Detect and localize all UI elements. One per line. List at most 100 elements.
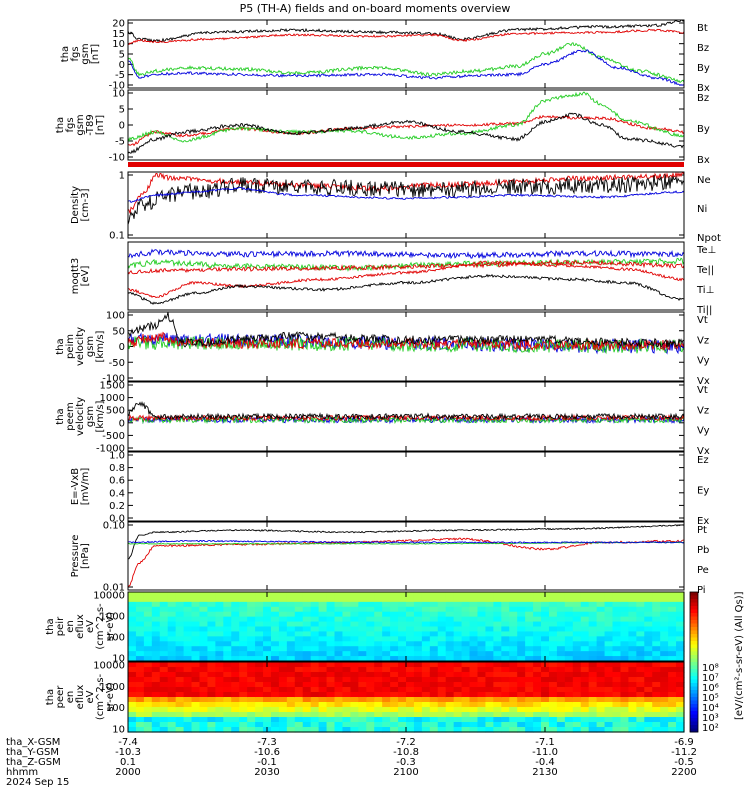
spectrogram-cell bbox=[644, 651, 653, 657]
spectrogram-cell bbox=[128, 621, 137, 628]
y-tick-label: -100 bbox=[102, 374, 125, 385]
spectrogram-cell bbox=[660, 727, 669, 733]
spectrogram-cell bbox=[278, 641, 288, 647]
spectrogram-cell bbox=[485, 697, 494, 703]
spectrogram-cell bbox=[525, 667, 534, 673]
spectrogram-cell bbox=[350, 697, 359, 703]
panel-ylabel: [km/s] bbox=[95, 330, 106, 362]
spectrogram-cell bbox=[525, 621, 534, 628]
spectrogram-cell bbox=[588, 667, 598, 673]
spectrogram-cell bbox=[199, 601, 209, 608]
spectrogram-cell bbox=[286, 646, 296, 652]
spectrogram-cell bbox=[278, 596, 288, 603]
y-tick-label: 5 bbox=[119, 50, 125, 61]
spectrogram-cell bbox=[294, 621, 304, 628]
spectrogram-cell bbox=[398, 672, 407, 678]
spectrogram-cell bbox=[167, 712, 177, 718]
spectrogram-cell bbox=[128, 722, 137, 728]
spectrogram-cell bbox=[636, 697, 645, 703]
spectrogram-cell bbox=[564, 662, 574, 668]
spectrogram-cell bbox=[183, 702, 193, 708]
spectrogram-cell bbox=[596, 672, 606, 678]
spectrogram-cell bbox=[358, 611, 367, 618]
panel-frame bbox=[127, 451, 685, 522]
spectrogram-cell bbox=[469, 651, 479, 657]
spectrogram-cell bbox=[167, 596, 177, 603]
spectrogram-cell bbox=[461, 687, 471, 693]
spectrogram-cell bbox=[628, 692, 637, 698]
spectrogram-cell bbox=[644, 687, 653, 693]
spectrogram-cell bbox=[199, 717, 209, 723]
spectrogram-cell bbox=[151, 646, 161, 652]
spectrogram-cell bbox=[596, 636, 606, 642]
spectrogram-cell bbox=[239, 606, 248, 613]
spectrogram-cell bbox=[445, 692, 455, 698]
legend-By: By bbox=[697, 124, 710, 135]
colorbar-cell bbox=[690, 658, 698, 663]
spectrogram-cell bbox=[175, 656, 185, 662]
spectrogram-cell bbox=[485, 621, 494, 628]
spectrogram-cell bbox=[501, 687, 510, 693]
spectrogram-cell bbox=[278, 727, 288, 733]
spectrogram-cell bbox=[358, 682, 367, 688]
spectrogram-cell bbox=[429, 611, 439, 618]
spectrogram-cell bbox=[278, 606, 288, 613]
spectrogram-cell bbox=[437, 646, 447, 652]
spectrogram-cell bbox=[445, 727, 455, 733]
spectrogram-cell bbox=[390, 662, 399, 668]
spectrogram-cell bbox=[390, 616, 399, 623]
spectrogram-cell bbox=[310, 702, 320, 708]
spectrogram-cell bbox=[628, 677, 637, 683]
spectrogram-cell bbox=[358, 692, 367, 698]
spectrogram-cell bbox=[644, 682, 653, 688]
spectrogram-cell bbox=[175, 702, 185, 708]
spectrogram-cell bbox=[135, 592, 145, 598]
spectrogram-cell bbox=[421, 596, 431, 603]
spectrogram-cell bbox=[334, 687, 344, 693]
spectrogram-cell bbox=[477, 626, 487, 633]
spectrogram-cell bbox=[485, 712, 494, 718]
spectrogram-cell bbox=[398, 616, 407, 623]
spectrogram-cell bbox=[263, 707, 272, 713]
spectrogram-cell bbox=[247, 702, 256, 708]
spectrogram-cell bbox=[151, 672, 161, 678]
spectrogram-cell bbox=[374, 626, 383, 633]
spectrogram-cell bbox=[421, 712, 431, 718]
spectrogram-cell bbox=[143, 662, 153, 668]
spectrogram-cell bbox=[620, 717, 629, 723]
spectrogram-cell bbox=[668, 707, 677, 713]
spectrogram-cell bbox=[493, 611, 502, 618]
spectrogram-cell bbox=[167, 662, 177, 668]
spectrogram-cell bbox=[493, 636, 502, 642]
spectrogram-cell bbox=[525, 606, 534, 613]
spectrogram-cell bbox=[596, 646, 606, 652]
spectrogram-cell bbox=[620, 667, 629, 673]
spectrogram-cell bbox=[334, 682, 344, 688]
spectrogram-cell bbox=[604, 667, 614, 673]
spectrogram-cell bbox=[660, 616, 669, 623]
spectrogram-cell bbox=[151, 707, 161, 713]
spectrogram-cell bbox=[223, 667, 232, 673]
spectrogram-cell bbox=[310, 677, 320, 683]
spectrogram-cell bbox=[342, 646, 351, 652]
spectrogram-cell bbox=[485, 626, 494, 633]
y-tick-label: 0.8 bbox=[109, 463, 125, 474]
spectrogram-cell bbox=[207, 707, 216, 713]
spectrogram-cell bbox=[286, 601, 296, 608]
spectrogram-cell bbox=[485, 606, 494, 613]
spectrogram-cell bbox=[620, 651, 629, 657]
spectrogram-cell bbox=[398, 621, 407, 628]
spectrogram-cell bbox=[326, 626, 336, 633]
spectrogram-cell bbox=[445, 596, 455, 603]
colorbar-cell bbox=[690, 704, 698, 708]
spectrogram-cell bbox=[429, 656, 439, 662]
spectrogram-cell bbox=[437, 667, 447, 673]
spectrogram-cell bbox=[525, 616, 534, 623]
spectrogram-cell bbox=[350, 722, 359, 728]
spectrogram-cell bbox=[469, 601, 479, 608]
spectrogram-cell bbox=[437, 722, 447, 728]
spectrogram-cell bbox=[437, 692, 447, 698]
spectrogram-cell bbox=[302, 727, 312, 733]
spectrogram-cell bbox=[541, 626, 550, 633]
spectrogram-cell bbox=[517, 687, 526, 693]
